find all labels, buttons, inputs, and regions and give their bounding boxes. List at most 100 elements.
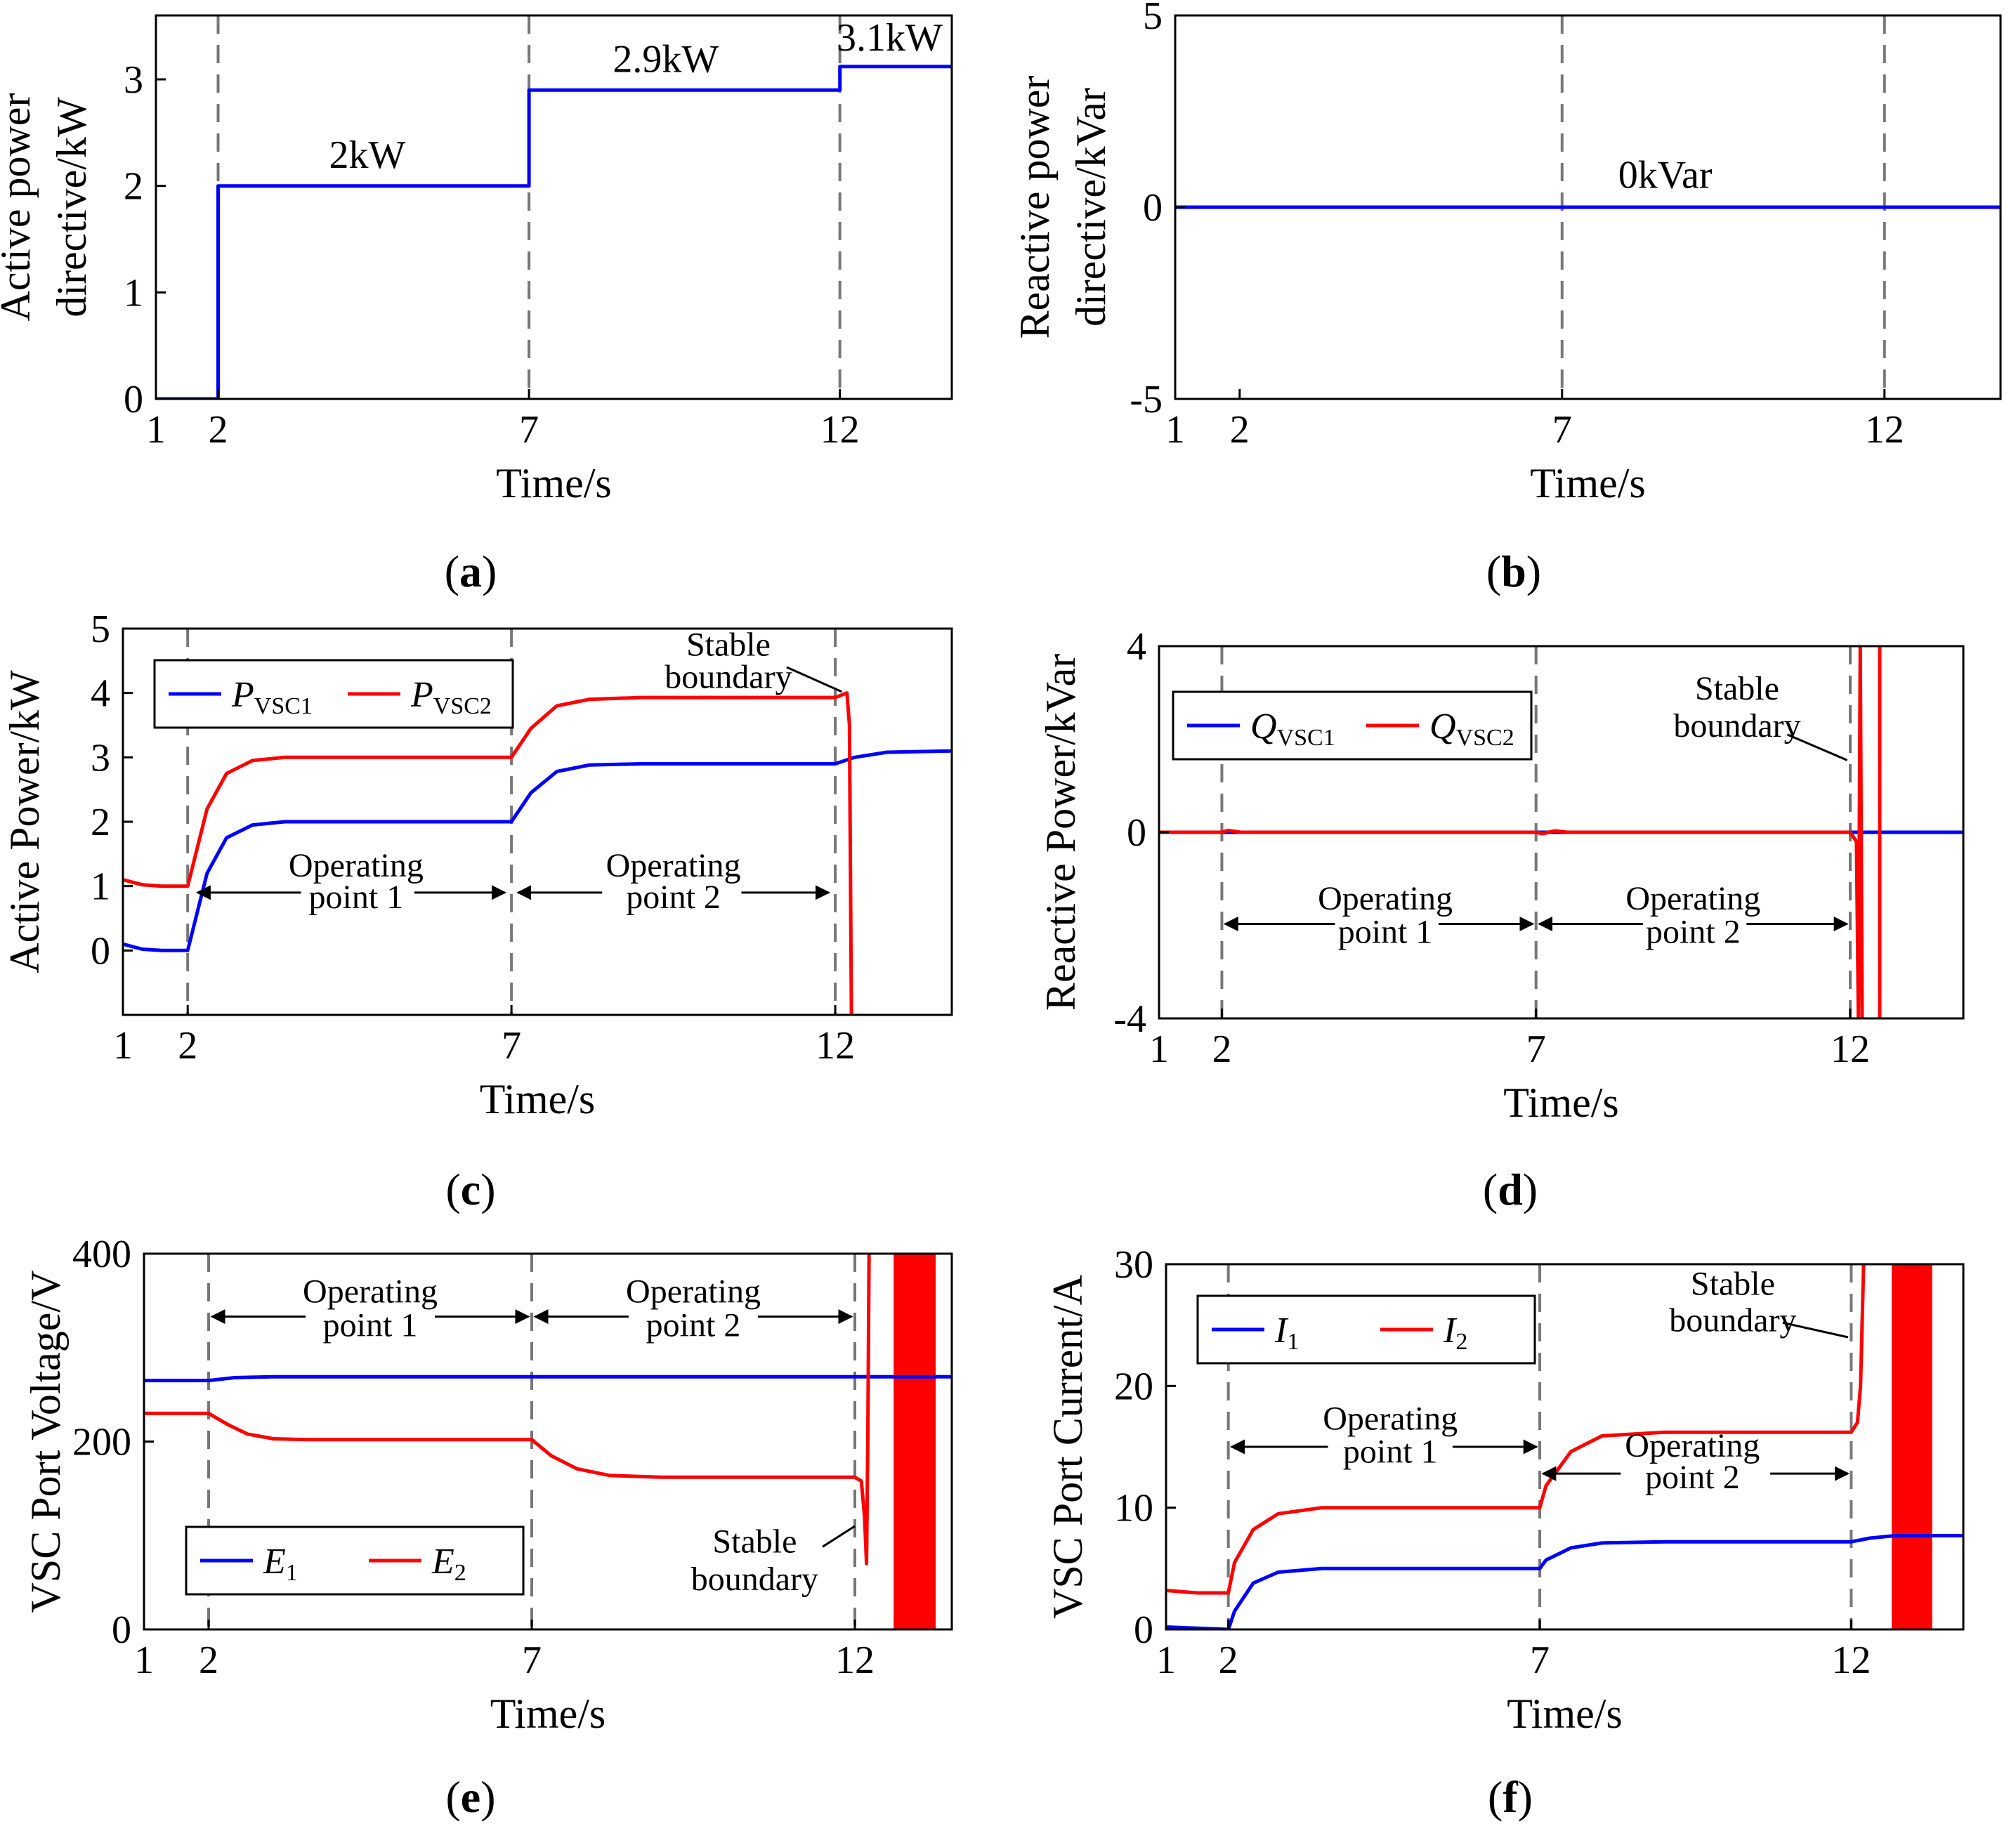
x-axis-label: Time/s	[496, 460, 612, 506]
annotation: point 1	[1338, 914, 1433, 951]
oscillation-band	[894, 1254, 936, 1629]
y-axis-label: Active power	[0, 93, 39, 322]
annotation: Operating	[1625, 1427, 1760, 1464]
annotation: boundary	[1673, 707, 1800, 744]
annotation: point 1	[309, 879, 404, 916]
x-axis-label: Time/s	[490, 1691, 606, 1737]
panel-caption: (d)	[1483, 1164, 1538, 1214]
y-tick-label: -4	[1113, 997, 1146, 1041]
legend-entry: E2	[431, 1542, 466, 1586]
y-tick-label: 4	[91, 672, 110, 716]
annotation: boundary	[665, 658, 792, 695]
legend: E1 E2	[185, 1525, 525, 1596]
y-axis-label: Active Power/kW	[1, 670, 48, 973]
y-tick-label: 4	[1127, 625, 1146, 669]
y-tick-label: 2	[124, 165, 143, 209]
pointer-line	[1786, 733, 1848, 761]
y-tick-label: -5	[1130, 378, 1163, 421]
y-tick-label: 2	[91, 801, 110, 844]
y-axis-label: Reactive power	[1012, 76, 1058, 339]
y-tick-label: 200	[72, 1421, 131, 1464]
legend: QVSC1 QVSC2	[1172, 690, 1533, 761]
x-tick-label: 2	[1219, 1639, 1238, 1682]
panel-caption: (b)	[1486, 546, 1541, 596]
legend-entry: QVSC2	[1429, 707, 1514, 751]
x-axis-label: Time/s	[480, 1076, 596, 1122]
y-tick-label: 10	[1114, 1487, 1153, 1530]
x-tick-label: 2	[199, 1639, 218, 1682]
y-tick-label: 3	[124, 58, 143, 102]
y-tick-label: 5	[91, 608, 110, 651]
annotation: boundary	[1669, 1301, 1796, 1339]
annotation: Stable	[1691, 1265, 1775, 1302]
legend-entry: E1	[263, 1542, 298, 1586]
x-axis-label: Time/s	[1507, 1691, 1623, 1737]
annotation: Operating	[303, 1273, 438, 1311]
y-tick-label: 3	[91, 736, 110, 780]
annotation: point 2	[626, 879, 721, 916]
series-q_vsc2	[1159, 646, 1864, 1018]
annotation: 3.1kW	[837, 16, 943, 60]
legend: I1 I2	[1196, 1294, 1536, 1365]
x-axis-label: Time/s	[1530, 460, 1646, 506]
annotation: point 2	[1645, 1459, 1740, 1496]
legend-entry: QVSC1	[1250, 707, 1335, 751]
y-tick-label: 0	[1134, 1608, 1153, 1652]
annotation: Operating	[1318, 880, 1453, 917]
oscillation-band	[1892, 1264, 1932, 1629]
y-axis-label: VSC Port Voltage/V	[22, 1271, 69, 1613]
x-tick-label: 7	[502, 1024, 521, 1068]
panel-caption: (a)	[445, 546, 497, 596]
annotation: Stable	[1695, 670, 1779, 707]
x-tick-label: 1	[1165, 408, 1185, 452]
x-tick-label: 1	[1156, 1639, 1176, 1682]
annotation: point 2	[646, 1307, 741, 1344]
x-tick-label: 12	[820, 408, 860, 452]
y-axis-label: VSC Port Current/A	[1045, 1275, 1091, 1619]
x-tick-label: 1	[1149, 1028, 1169, 1071]
x-tick-label: 7	[522, 1639, 542, 1682]
legend-box	[1196, 1294, 1536, 1365]
series-e2	[144, 1254, 871, 1566]
x-tick-label: 7	[519, 408, 539, 452]
x-tick-label: 12	[1865, 408, 1904, 452]
pointer-line	[822, 1525, 856, 1548]
x-tick-label: 2	[1230, 408, 1250, 452]
y-tick-label: 5	[1143, 0, 1163, 38]
series-i2	[1166, 1264, 1866, 1595]
series-e1	[144, 1374, 952, 1383]
x-tick-label: 1	[134, 1639, 154, 1682]
panel-caption: (e)	[445, 1772, 495, 1822]
series-i1	[1166, 1534, 1963, 1629]
annotation: 2kW	[329, 133, 406, 177]
legend-entry: I1	[1274, 1311, 1299, 1355]
y-tick-label: 0	[1143, 186, 1163, 230]
pointer-line	[786, 666, 842, 693]
legend-entry: PVSC2	[410, 675, 492, 719]
annotation: point 2	[1646, 914, 1741, 951]
series-p_vsc2	[123, 691, 853, 1015]
annotation: point 1	[323, 1307, 418, 1344]
x-tick-label: 12	[1831, 1639, 1871, 1682]
y-tick-label: 0	[124, 378, 143, 421]
x-tick-label: 7	[1552, 408, 1572, 452]
panel-caption: (f)	[1488, 1772, 1533, 1822]
legend-entry: PVSC1	[231, 675, 313, 719]
x-axis-label: Time/s	[1503, 1079, 1619, 1126]
annotation: Operating	[606, 847, 741, 884]
x-tick-label: 1	[146, 408, 166, 452]
x-tick-label: 12	[835, 1639, 875, 1682]
y-tick-label: 0	[91, 929, 110, 973]
pointer-line	[1782, 1321, 1849, 1339]
annotation: Operating	[626, 1273, 761, 1311]
y-axis-label: directive/kVar	[1068, 88, 1114, 327]
x-tick-label: 7	[1526, 1028, 1546, 1071]
y-tick-label: 1	[124, 271, 143, 315]
annotation: boundary	[691, 1561, 818, 1598]
legend: PVSC1 PVSC2	[153, 659, 514, 729]
